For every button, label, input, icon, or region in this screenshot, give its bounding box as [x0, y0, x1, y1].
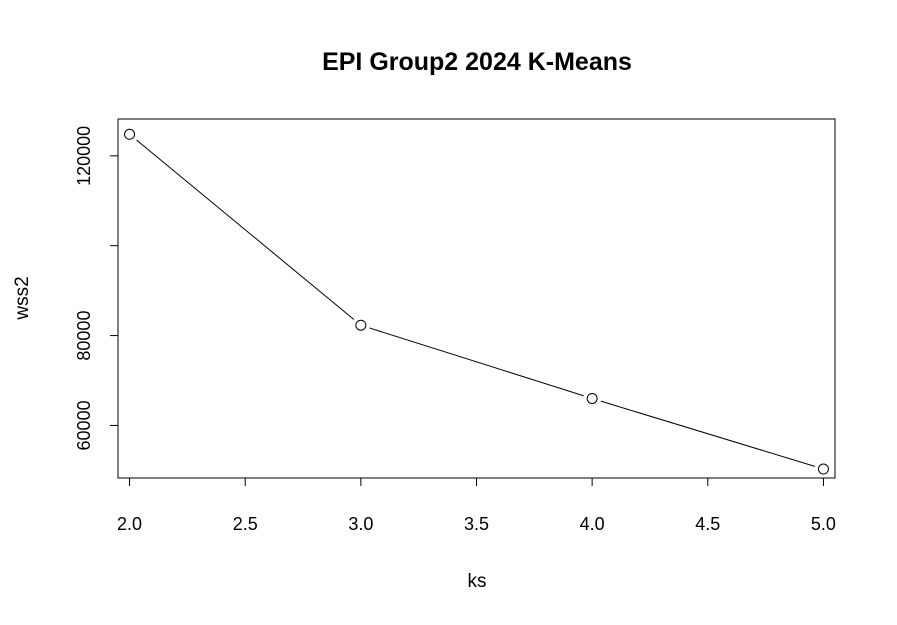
x-axis-label: ks [468, 571, 487, 592]
series-line-segment [136, 139, 355, 320]
data-point [817, 463, 829, 475]
x-tick-label: 2.5 [233, 514, 258, 534]
x-axis: 2.0 2.5 3.0 3.5 4.0 4.5 5.0 [117, 477, 836, 534]
x-tick-label: 3.5 [464, 514, 489, 534]
y-tick-label: 60000 [74, 400, 94, 450]
series-line-segment [600, 400, 815, 467]
data-point [124, 128, 136, 140]
x-tick-label: 3.0 [348, 514, 373, 534]
y-tick-label: 120000 [74, 126, 94, 186]
series-line-segment [369, 327, 584, 397]
data-point [355, 319, 367, 331]
x-tick-label: 5.0 [811, 514, 836, 534]
data-point [586, 392, 598, 404]
x-tick-label: 4.0 [580, 514, 605, 534]
y-axis: 60000 80000 120000 [74, 126, 119, 450]
y-tick-label: 80000 [74, 311, 94, 361]
y-axis-label: wss2 [12, 276, 33, 320]
series-layer [124, 128, 829, 475]
x-tick-label: 2.0 [117, 514, 142, 534]
chart-title: EPI Group2 2024 K-Means [322, 48, 632, 76]
x-tick-label: 4.5 [695, 514, 720, 534]
